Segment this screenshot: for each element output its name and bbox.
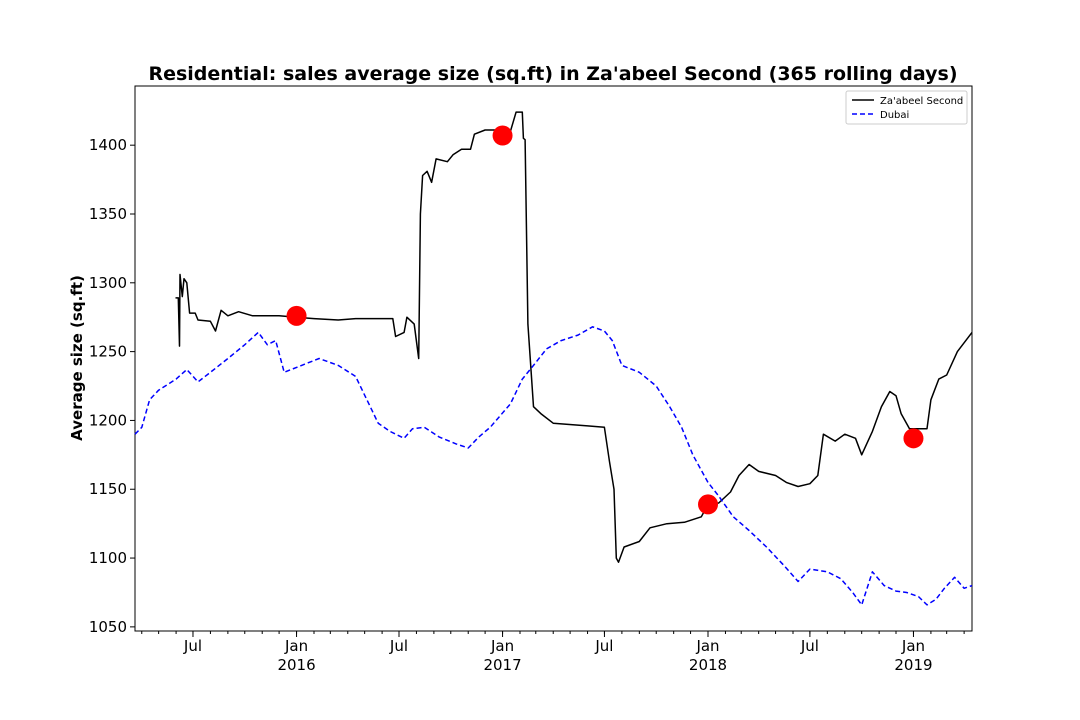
x-tick-year-label: 2019 (894, 656, 932, 674)
y-tick-label: 1300 (89, 274, 127, 292)
x-tick-label: Jul (594, 637, 613, 655)
y-axis: 1050 1100 1150 1200 1250 1300 1350 1400 (89, 136, 135, 636)
legend: Za'abeel Second Dubai (845, 90, 968, 125)
x-tick-label: Jan (490, 637, 514, 655)
marker-layer (286, 125, 924, 515)
x-tick-label: Jul (800, 637, 819, 655)
series-line-0 (175, 111, 973, 563)
legend-box (845, 90, 968, 125)
x-tick-label: Jan (901, 637, 925, 655)
y-tick-label: 1100 (89, 549, 127, 567)
y-tick-label: 1250 (89, 343, 127, 361)
marker-point-0 (286, 305, 307, 326)
x-tick-label: Jul (183, 637, 202, 655)
legend-label-dubai: Dubai (880, 110, 909, 121)
marker-point-1 (492, 125, 513, 146)
x-tick-year-label: 2016 (277, 656, 315, 674)
x-tick-label: Jul (389, 637, 408, 655)
y-tick-label: 1200 (89, 411, 127, 429)
series-layer (134, 111, 973, 606)
series-line-1 (134, 326, 973, 606)
x-tick-label: Jan (695, 637, 719, 655)
y-tick-label: 1150 (89, 480, 127, 498)
plot-area (134, 85, 973, 632)
x-tick-year-label: 2017 (483, 656, 521, 674)
y-tick-label: 1400 (89, 136, 127, 154)
y-tick-label: 1350 (89, 205, 127, 223)
y-tick-label: 1050 (89, 618, 127, 636)
x-tick-year-label: 2018 (689, 656, 727, 674)
marker-point-2 (698, 494, 719, 515)
marker-point-3 (903, 428, 924, 449)
y-axis-label: Average size (sq.ft) (68, 275, 86, 441)
legend-label-zaabeel: Za'abeel Second (880, 96, 963, 107)
x-tick-label: Jan (284, 637, 308, 655)
chart-title: Residential: sales average size (sq.ft) … (148, 63, 957, 85)
